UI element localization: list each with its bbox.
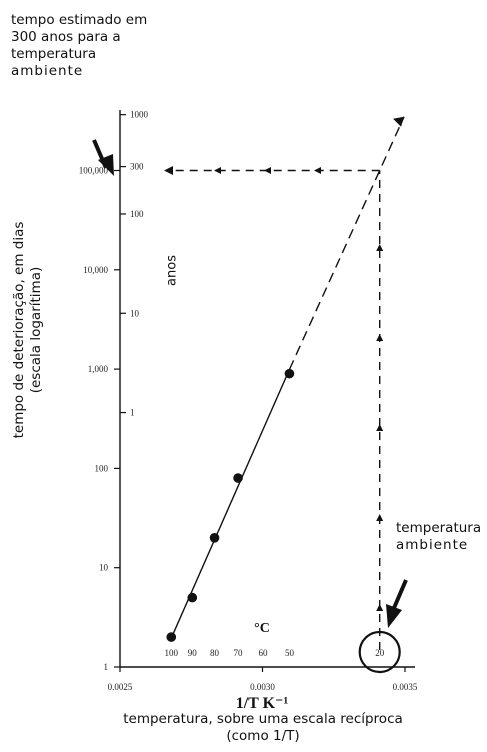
data-point [187, 592, 198, 603]
vertical-guide-arrow [376, 334, 384, 341]
celsius-tick-label: 50 [285, 648, 295, 658]
data-point [166, 632, 177, 642]
vertical-guide-arrow [376, 514, 384, 521]
right-note: temperatura ambiente [396, 520, 487, 554]
y-tick-days-label: 1 [104, 662, 109, 672]
x-tick-label: 0.0025 [108, 682, 133, 692]
pointer-arrowhead-top [98, 154, 114, 176]
data-point [209, 533, 220, 543]
vertical-guide-arrow [376, 244, 384, 251]
x-tick-label: 0.0030 [250, 682, 275, 692]
x-tick-label: 0.0035 [393, 682, 418, 692]
y-axis-note-line: (escala logarítima) [28, 266, 44, 394]
horizontal-guide-arrowhead [164, 166, 173, 175]
y-tick-days-label: 100,000 [79, 166, 109, 176]
celsius-tick-label: 20 [375, 648, 385, 658]
y-tick-days-label: 1,000 [88, 364, 109, 374]
bottom-note-line: (como 1/T) [226, 728, 300, 744]
lines-group [92, 116, 408, 674]
y-tick-years-label: 1000 [130, 110, 149, 120]
y-tick-days-label: 10,000 [83, 265, 108, 275]
horizontal-guide-arrow [214, 167, 221, 174]
top-note: tempo estimado em 300 anos para a temper… [11, 12, 181, 80]
celsius-tick-label: 80 [210, 648, 220, 658]
axes-group [114, 110, 415, 672]
labels-group: 1 10 100 1,000 10,000 100,000 1 10 100 300 1000 0.0… [79, 110, 418, 712]
bottom-note-line: temperatura, sobre uma escala recíproca [123, 711, 403, 727]
horizontal-guide-arrow [314, 167, 321, 174]
points-group [166, 368, 295, 642]
data-point [284, 368, 295, 379]
y-tick-years-label: 300 [130, 162, 144, 172]
highlight-circle-20c [358, 630, 401, 674]
celsius-tick-label: 60 [258, 648, 268, 658]
horizontal-guide-arrow [264, 167, 271, 174]
right-note-line: ambiente [396, 537, 469, 553]
pointer-arrowhead-bottom [386, 604, 402, 628]
y-tick-days-label: 10 [99, 563, 109, 573]
y-axis-note: tempo de deterioração, em dias (escala l… [11, 165, 45, 495]
celsius-label: °C [254, 621, 270, 636]
data-point [233, 473, 243, 483]
y-axis-note-line: tempo de deterioração, em dias [11, 221, 27, 439]
right-note-line: temperatura [396, 520, 482, 536]
pointer-arrow-bottom [392, 579, 408, 609]
top-note-line: 300 anos para a [11, 29, 121, 45]
y-tick-years-label: 10 [130, 308, 140, 318]
extrapolation-line [288, 116, 405, 370]
top-note-line: temperatura [11, 46, 97, 62]
x-axis-label: 1/T K⁻¹ [236, 695, 289, 712]
top-note-line: tempo estimado em [11, 12, 148, 28]
y-tick-years-label: 1 [130, 408, 135, 418]
celsius-tick-label: 100 [165, 648, 179, 658]
y-tick-years-label: 100 [130, 209, 144, 219]
top-note-line: ambiente [11, 63, 84, 79]
years-axis-label: anos [164, 255, 180, 286]
celsius-tick-label: 90 [188, 648, 198, 658]
vertical-guide-arrow [376, 424, 384, 431]
extrapolation-arrowhead [393, 116, 405, 127]
vertical-guide-arrow [376, 604, 384, 611]
bottom-note: temperatura, sobre uma escala recíproca … [98, 711, 428, 745]
celsius-tick-label: 70 [234, 648, 244, 658]
y-tick-days-label: 100 [95, 463, 109, 473]
